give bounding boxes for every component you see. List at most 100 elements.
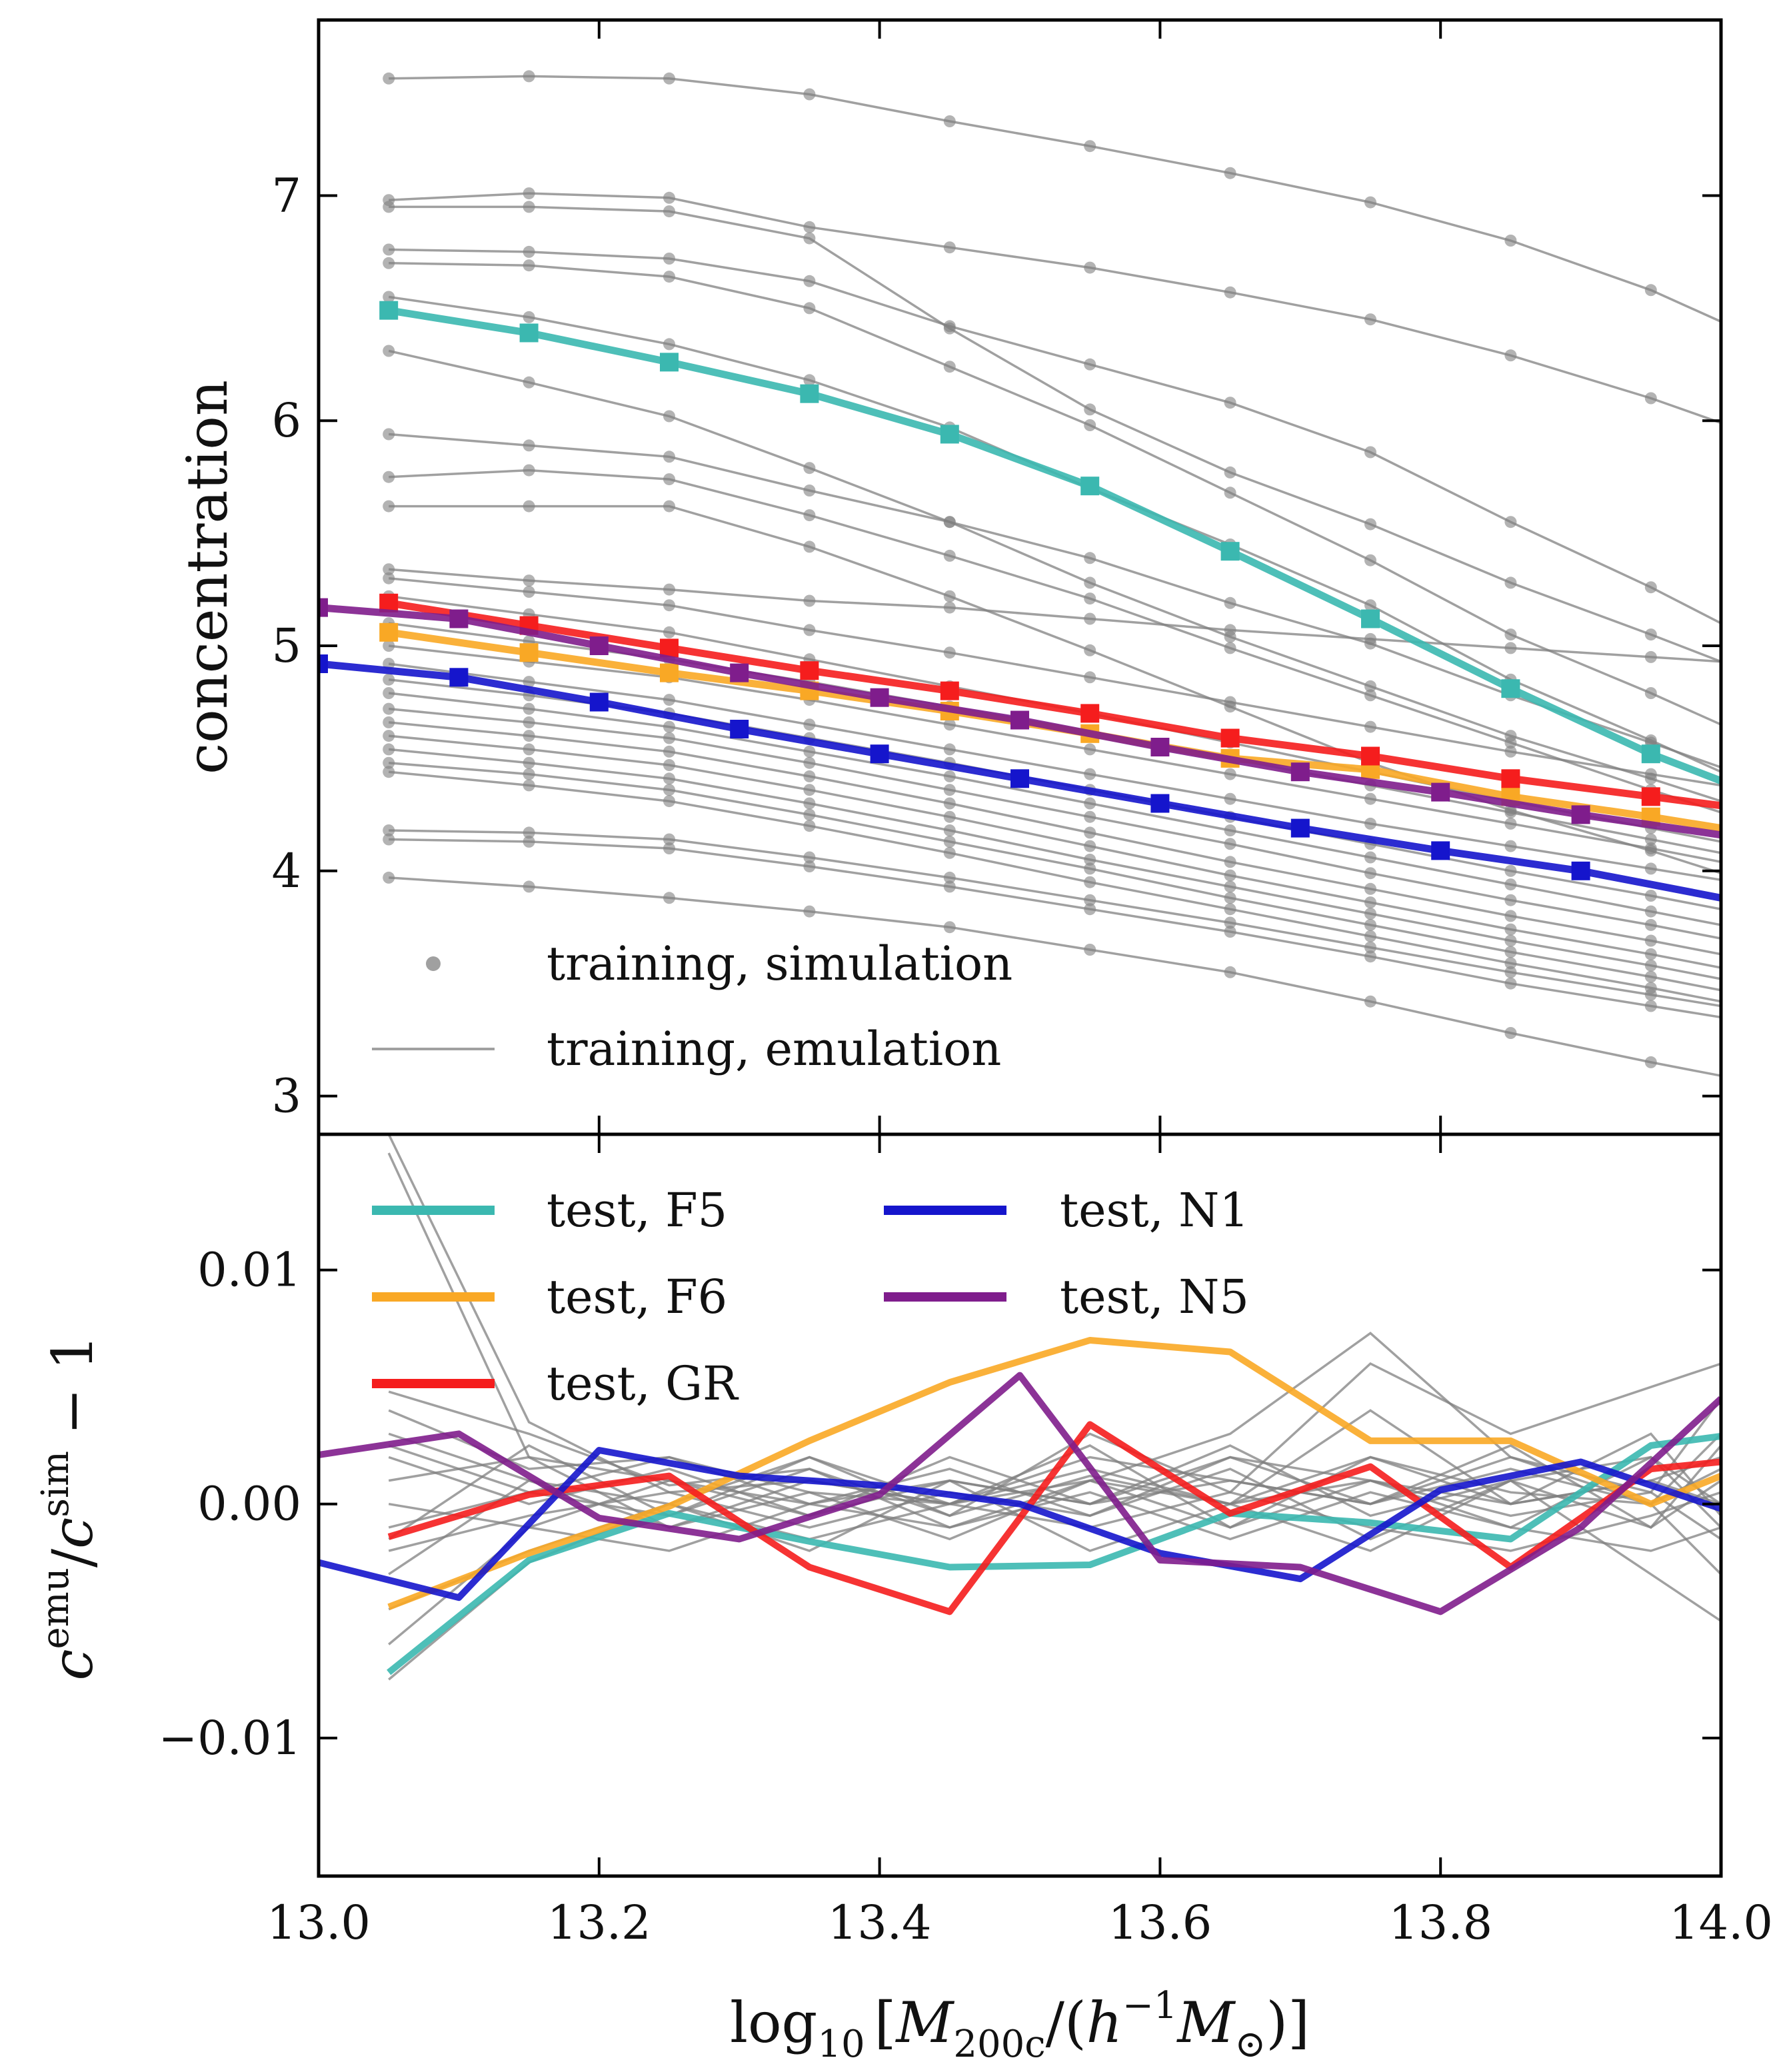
training-simulation-point	[1364, 896, 1376, 909]
training-simulation-point	[1224, 838, 1236, 850]
training-simulation-point	[803, 718, 816, 731]
bottom-legend: test, F5 test, N1 test, F6 test, N5 test…	[372, 1183, 1249, 1411]
series-marker-test-f5	[940, 425, 959, 444]
training-simulation-point	[943, 846, 956, 859]
training-simulation-point	[663, 784, 675, 796]
training-simulation-point	[943, 646, 956, 659]
series-marker-test-n5	[1290, 762, 1310, 782]
training-simulation-point	[1084, 140, 1096, 153]
series-marker-test-f5	[1641, 744, 1660, 764]
training-simulation-point	[383, 72, 395, 85]
training-simulation-point	[1504, 349, 1517, 362]
bottom-ytick-label: 0.01	[197, 1243, 301, 1298]
top-legend-marker-simulation	[426, 956, 441, 971]
training-simulation-point	[1364, 518, 1376, 530]
training-simulation-point	[523, 716, 535, 728]
training-simulation-point	[523, 768, 535, 780]
training-simulation-point	[1644, 628, 1657, 641]
series-marker-test-n5	[319, 598, 328, 617]
training-simulation-point	[1644, 687, 1657, 699]
training-simulation-point	[803, 485, 816, 497]
bottom-xtick-label: 13.8	[1388, 1895, 1492, 1950]
training-simulation-point	[383, 428, 395, 441]
legend-label-test-f5: test, F5	[547, 1183, 727, 1238]
training-simulation-point	[1084, 876, 1096, 888]
top-test-lines	[319, 301, 1721, 902]
training-simulation-point	[663, 626, 675, 638]
bottom-xtick-label: 13.4	[828, 1895, 932, 1950]
training-simulation-point	[383, 743, 395, 756]
training-simulation-point	[663, 410, 675, 423]
top-ytick-label: 4	[271, 844, 301, 898]
bottom-series-line-test-gr	[387, 1421, 1721, 1615]
series-marker-test-n5	[730, 663, 749, 682]
training-simulation-point	[1224, 903, 1236, 916]
bottom-training-emulation-line	[388, 1444, 1721, 1552]
training-simulation-point	[663, 253, 675, 265]
training-simulation-point	[383, 833, 395, 846]
series-marker-test-n1	[1290, 818, 1310, 838]
training-simulation-point	[1644, 1056, 1657, 1068]
training-simulation-point	[1224, 596, 1236, 609]
series-marker-test-n5	[449, 609, 469, 628]
training-simulation-point	[1224, 892, 1236, 904]
training-simulation-point	[1084, 552, 1096, 564]
series-marker-test-f5	[1220, 542, 1240, 561]
series-marker-test-n1	[449, 668, 469, 687]
training-simulation-point	[1504, 516, 1517, 528]
top-ticks	[319, 20, 1721, 1134]
training-simulation-point	[943, 590, 956, 602]
training-simulation-point	[383, 563, 395, 576]
top-series-line-test-gr	[388, 599, 1721, 810]
top-training-markers	[383, 70, 1657, 1068]
legend-label-test-gr: test, GR	[547, 1356, 739, 1411]
series-marker-test-n1	[1150, 794, 1170, 813]
series-marker-test-f6	[519, 643, 539, 662]
training-simulation-point	[383, 756, 395, 769]
training-simulation-point	[383, 702, 395, 715]
bottom-xtick-label: 13.0	[267, 1895, 371, 1950]
training-simulation-point	[943, 921, 956, 934]
training-simulation-point	[1364, 632, 1376, 645]
training-simulation-point	[943, 871, 956, 884]
training-simulation-point	[1504, 957, 1517, 970]
training-simulation-point	[523, 311, 535, 323]
training-simulation-point	[1224, 487, 1236, 499]
training-simulation-point	[663, 892, 675, 904]
legend-label-test-n1: test, N1	[1060, 1183, 1249, 1238]
training-simulation-point	[383, 257, 395, 269]
top-ytick-label: 6	[271, 393, 301, 448]
training-simulation-point	[1504, 745, 1517, 758]
bottom-series-line-test-f5	[387, 1432, 1721, 1675]
training-simulation-point	[803, 462, 816, 475]
top-training-emulation-line	[389, 262, 1721, 726]
training-simulation-point	[663, 833, 675, 846]
training-simulation-point	[803, 745, 816, 758]
training-simulation-point	[803, 756, 816, 769]
training-simulation-point	[1224, 696, 1236, 708]
training-simulation-point	[1224, 880, 1236, 893]
training-simulation-point	[383, 687, 395, 699]
training-simulation-point	[523, 376, 535, 389]
training-simulation-point	[1084, 903, 1096, 916]
bottom-test-lines	[319, 1337, 1721, 1675]
training-simulation-point	[1504, 966, 1517, 978]
training-simulation-point	[1084, 862, 1096, 875]
bottom-y-axis-label: cemu/csim− 1	[34, 1335, 105, 1681]
series-marker-test-f5	[519, 323, 539, 343]
training-simulation-point	[1084, 358, 1096, 371]
training-simulation-point	[1504, 840, 1517, 852]
training-simulation-point	[1224, 824, 1236, 836]
bottom-x-axis-label: log10 [M200c/(h−1M⊙)]	[730, 1984, 1310, 2066]
training-simulation-point	[803, 221, 816, 233]
training-simulation-point	[1364, 995, 1376, 1008]
series-marker-test-f5	[1501, 679, 1520, 698]
training-simulation-point	[663, 271, 675, 283]
series-marker-test-n5	[1010, 710, 1029, 730]
training-simulation-point	[663, 772, 675, 785]
top-legend: training, simulation training, emulation	[372, 936, 1012, 1076]
training-simulation-point	[1644, 862, 1657, 875]
training-simulation-point	[1224, 869, 1236, 882]
training-simulation-point	[1644, 284, 1657, 297]
training-simulation-point	[383, 500, 395, 513]
